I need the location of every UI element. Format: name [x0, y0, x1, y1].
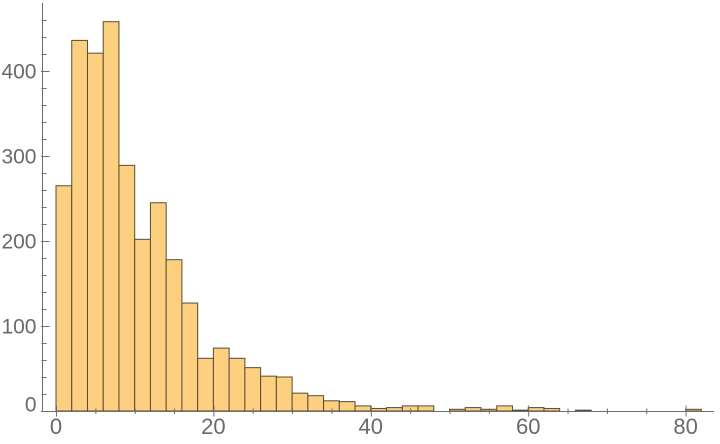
x-tick-label: 80: [673, 414, 697, 439]
histogram-bar: [417, 405, 435, 412]
y-tick-label: 300: [1, 146, 36, 169]
histogram-bar: [543, 407, 561, 412]
histogram-bar: [102, 21, 120, 412]
histogram-bar: [511, 409, 529, 412]
y-tick-label: 0: [25, 394, 37, 417]
histogram-bar: [181, 302, 199, 412]
histogram-bar: [370, 407, 388, 412]
histogram-bar: [307, 395, 325, 412]
x-tick-label: 40: [359, 414, 383, 439]
histogram-bar: [291, 392, 309, 412]
histogram-bar: [55, 185, 73, 412]
histogram-bar: [71, 39, 88, 412]
x-tick-label: 0: [50, 414, 62, 439]
histogram-bar: [165, 259, 183, 412]
x-tick-label: 60: [516, 414, 540, 439]
histogram-bar: [260, 375, 277, 412]
histogram-bar: [527, 407, 545, 412]
histogram-bar: [464, 407, 482, 412]
histogram-bar: [449, 408, 466, 412]
histogram-bar: [386, 407, 403, 412]
histogram-bar: [338, 401, 356, 412]
histogram-bar: [496, 405, 513, 412]
histogram-bar: [118, 164, 136, 412]
y-tick-label: 100: [1, 316, 36, 339]
y-tick-label: 400: [1, 61, 36, 84]
histogram-bar: [134, 238, 151, 412]
histogram-bar: [86, 52, 104, 412]
y-tick-label: 200: [1, 231, 36, 254]
histogram-bar: [574, 409, 592, 412]
histogram-bar: [354, 405, 372, 412]
histogram-bar: [149, 202, 167, 412]
histogram-bar: [212, 347, 230, 412]
histogram-bar: [197, 357, 214, 412]
histogram-bar: [275, 376, 293, 412]
x-tick-label: 20: [201, 414, 225, 439]
histogram-bar: [685, 408, 702, 412]
histogram-bar: [244, 367, 262, 412]
histogram-bar: [323, 400, 340, 412]
histogram-bar: [228, 357, 246, 412]
